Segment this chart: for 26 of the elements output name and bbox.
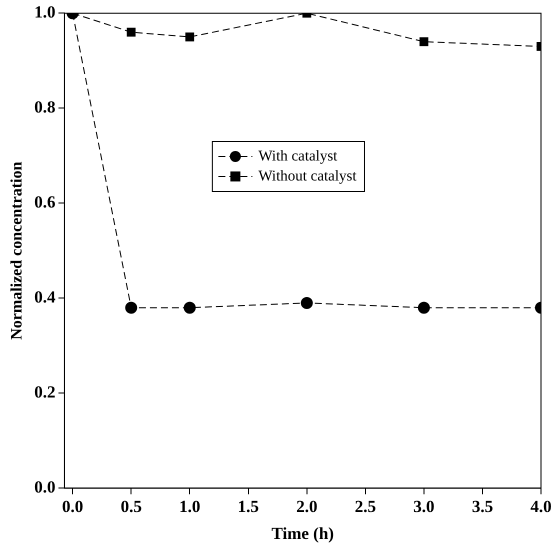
x-axis-title: Time (h) xyxy=(271,524,334,544)
y-tick-label: 0.4 xyxy=(34,288,56,307)
legend-label: Without catalyst xyxy=(258,168,358,184)
point xyxy=(418,302,430,314)
y-tick-label: 1.0 xyxy=(34,2,56,22)
point xyxy=(300,296,313,309)
x-tick-label: 3.0 xyxy=(413,496,435,516)
y-tick-label: 0.0 xyxy=(34,478,56,497)
point xyxy=(125,302,138,314)
y-axis-title: Normalized concentration xyxy=(8,162,26,340)
y-tick-label: 0.8 xyxy=(34,98,56,117)
x-tick-label: 1.5 xyxy=(238,496,259,516)
x-tick-label: 0.5 xyxy=(120,496,142,516)
point xyxy=(420,37,428,46)
x-tick-label: 0.0 xyxy=(62,496,84,516)
x-tick-label: 4.0 xyxy=(530,496,552,516)
point xyxy=(185,32,194,42)
x-tick-label: 2.0 xyxy=(296,496,318,516)
point xyxy=(184,302,196,314)
point xyxy=(126,28,136,37)
legend-label: With catalyst xyxy=(258,148,338,164)
y-tick-label: 0.2 xyxy=(34,382,56,402)
x-tick-label: 1.0 xyxy=(179,496,200,516)
y-tick-label: 0.6 xyxy=(34,192,56,212)
x-tick-label: 2.5 xyxy=(354,496,376,516)
x-tick-label: 3.5 xyxy=(472,496,494,516)
